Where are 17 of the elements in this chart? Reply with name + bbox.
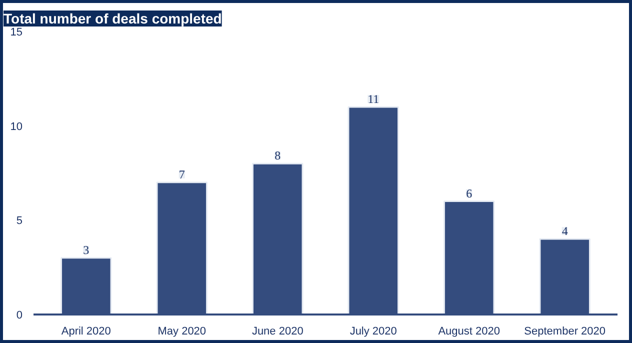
data-label: 8 <box>274 148 281 163</box>
data-label: 6 <box>466 186 472 200</box>
chart-title: Total number of deals completed <box>4 10 222 26</box>
x-tick-label: September 2020 <box>524 326 606 338</box>
y-tick-label: 5 <box>16 215 23 228</box>
data-label: 7 <box>178 167 185 182</box>
y-tick-label: 0 <box>16 310 23 322</box>
x-tick-label: May 2020 <box>158 326 206 338</box>
data-label: 4 <box>562 224 568 238</box>
y-tick-label: 15 <box>10 26 23 38</box>
x-tick-label: April 2020 <box>61 326 111 338</box>
x-tick-label: July 2020 <box>350 326 397 338</box>
x-tick-label: June 2020 <box>252 326 304 338</box>
data-label: 11 <box>368 92 380 106</box>
data-label: 3 <box>83 242 90 257</box>
y-tick-label: 10 <box>10 120 23 133</box>
x-tick-label: August 2020 <box>438 326 500 338</box>
